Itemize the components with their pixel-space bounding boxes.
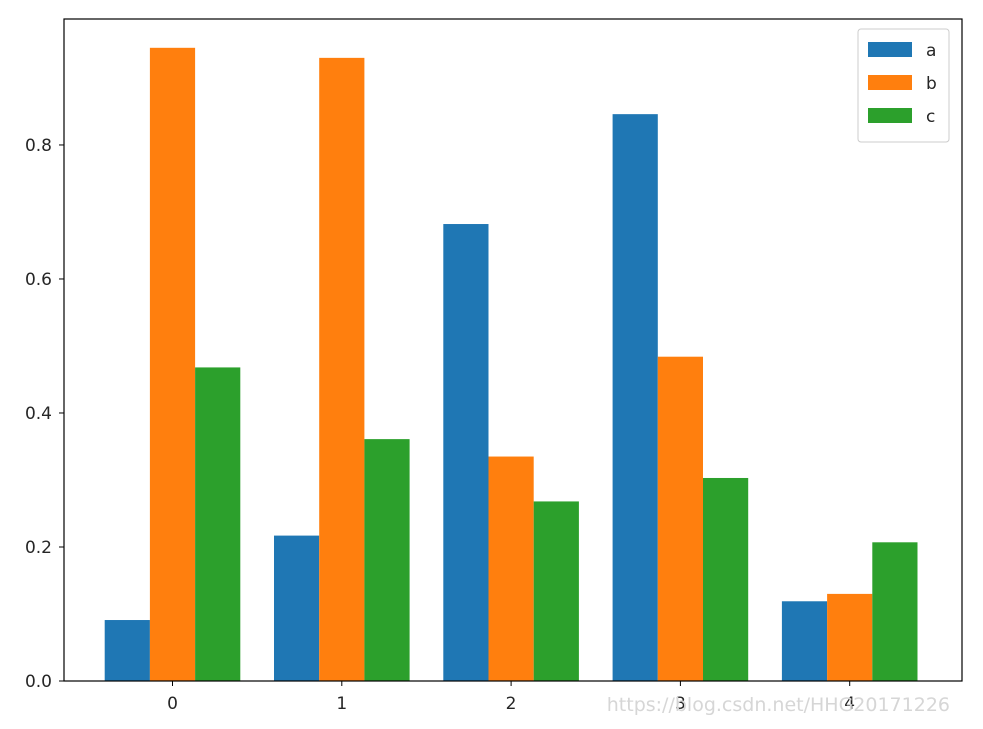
legend-label-c: c (926, 107, 935, 127)
y-tick-label-0.4: 0.4 (25, 404, 52, 424)
x-tick-label-1: 1 (336, 694, 347, 714)
watermark-text: https://blog.csdn.net/HHG20171226 (607, 694, 950, 716)
x-tick-label-4: 4 (844, 694, 855, 714)
x-tick-label-0: 0 (167, 694, 178, 714)
bar-b-4 (827, 593, 873, 681)
legend: abc (857, 28, 950, 143)
y-tick-label-0.6: 0.6 (25, 270, 52, 290)
bar-c-4 (872, 542, 918, 681)
bar-c-3 (703, 477, 749, 681)
plot-frame (63, 18, 963, 682)
y-axis: 0.0 0.2 0.4 0.6 0.8 (25, 136, 64, 692)
y-tick-label-0.8: 0.8 (25, 136, 52, 156)
legend-swatch-b (868, 75, 912, 90)
bar-b-2 (488, 456, 534, 681)
x-tick-label-3: 3 (675, 694, 686, 714)
x-tick-label-2: 2 (506, 694, 517, 714)
bar-a-3 (612, 114, 658, 681)
bar-a-2 (443, 224, 489, 681)
bar-b-0 (149, 47, 196, 682)
legend-label-a: a (926, 41, 936, 61)
legend-swatch-c (868, 108, 912, 123)
y-tick-label-0.2: 0.2 (25, 538, 52, 558)
bar-c-1 (364, 439, 410, 681)
legend-swatch-a (868, 42, 912, 57)
y-tick-label-0.0: 0.0 (25, 672, 52, 692)
bar-b-3 (657, 356, 703, 681)
bar-c-0 (195, 367, 241, 681)
bar-b-1 (319, 57, 365, 682)
bars-layer (104, 47, 918, 682)
bar-a-0 (104, 620, 150, 681)
legend-label-b: b (926, 74, 937, 94)
bar-c-2 (533, 501, 579, 681)
bar-a-4 (781, 601, 828, 681)
bar-a-1 (274, 535, 320, 681)
x-axis: 0 1 2 3 4 (167, 681, 855, 714)
